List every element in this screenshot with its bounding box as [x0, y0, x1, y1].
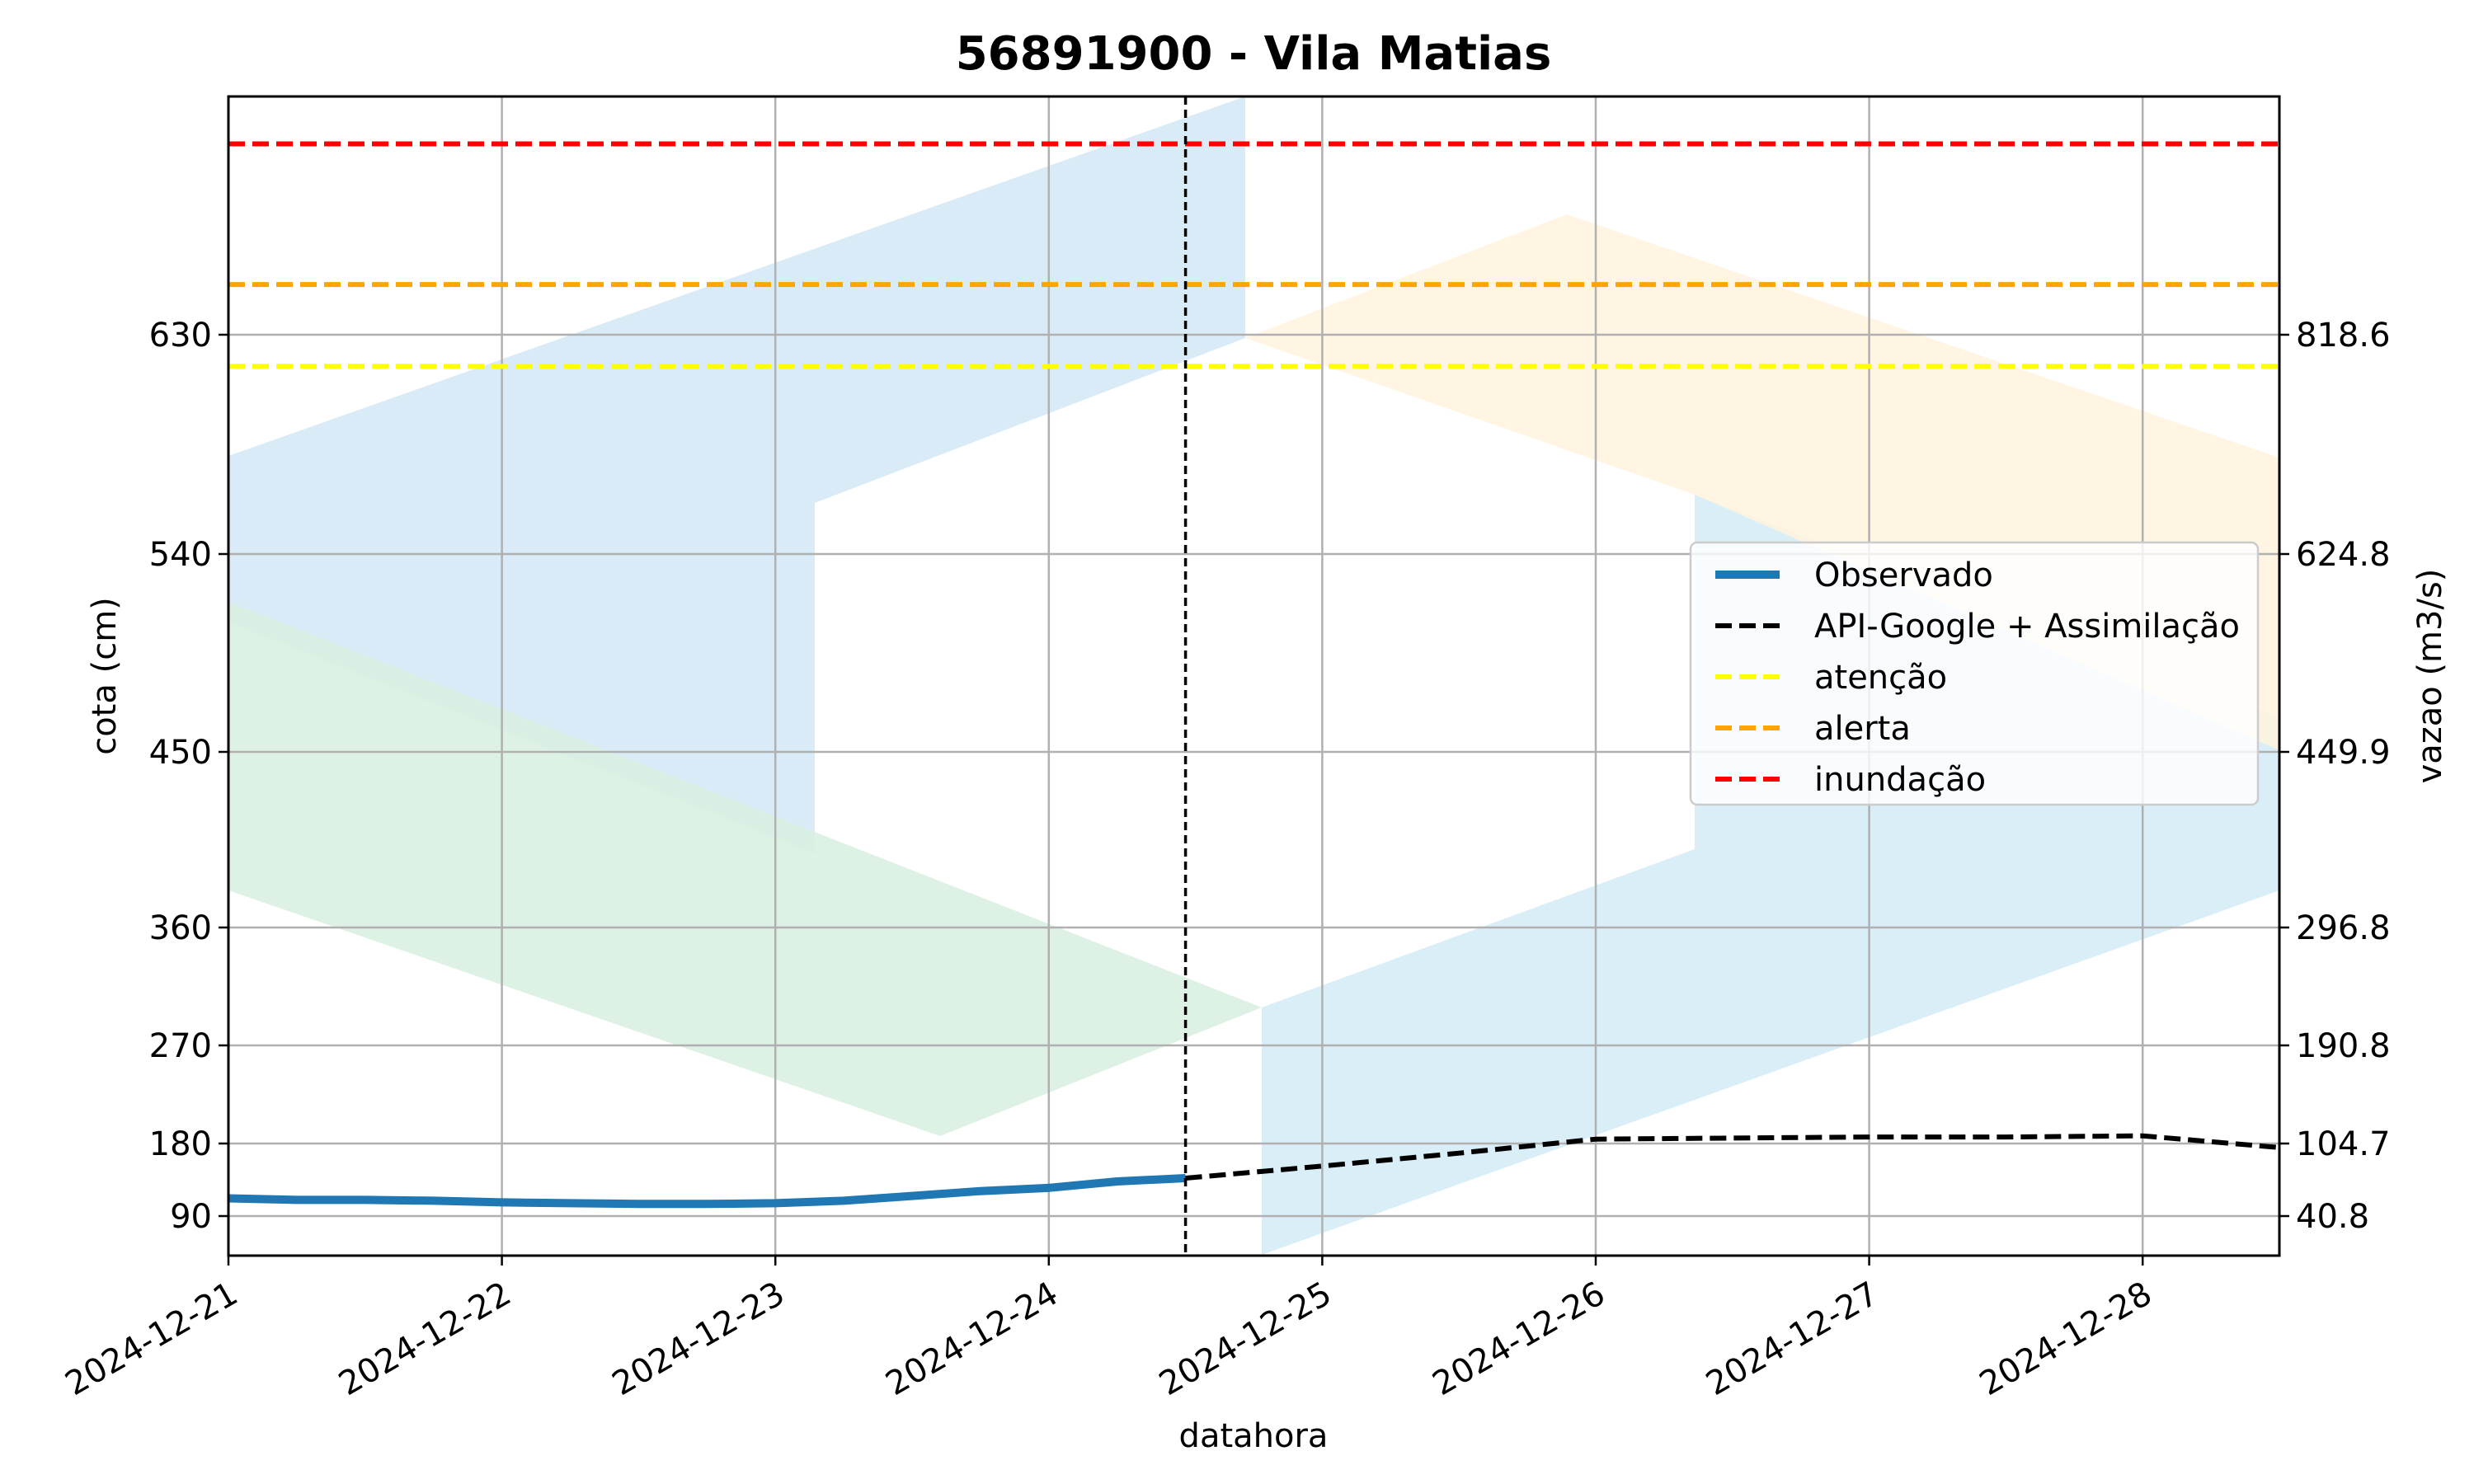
y-right-tick-label: 624.8: [2296, 536, 2391, 574]
legend-label: Observado: [1814, 556, 1993, 594]
legend-label: API-Google + Assimilação: [1814, 608, 2240, 646]
series-line-1: [1185, 1133, 2279, 1181]
y-tick-label: 540: [149, 536, 212, 574]
plot-frame: [227, 95, 2281, 1257]
y-tick-label: 90: [170, 1198, 212, 1236]
y-tick-label: 270: [149, 1027, 212, 1065]
x-tick-label: 2024-12-26: [1427, 1275, 1611, 1403]
legend-label: alerta: [1814, 710, 1911, 748]
y-right-tick-label: 40.8: [2296, 1198, 2369, 1236]
y-tick-label: 360: [149, 909, 212, 947]
y-axis-label: cota (cm): [86, 597, 124, 755]
x-axis-label: datahora: [1179, 1417, 1329, 1455]
series-layer: [228, 141, 2279, 1209]
x-tick-label: 2024-12-27: [1700, 1275, 1884, 1403]
legend: Observado API-Google + Assimilação atenção…: [1689, 541, 2260, 806]
grid-lines: [227, 96, 2279, 1256]
y-right-tick-label: 818.6: [2296, 317, 2391, 355]
y-tick-label: 180: [149, 1125, 212, 1163]
legend-box: [1689, 541, 2260, 806]
y-right-tick-label: 104.7: [2296, 1125, 2391, 1163]
x-tick-label: 2024-12-22: [332, 1275, 517, 1403]
x-tick-label: 2024-12-25: [1153, 1275, 1338, 1403]
y-tick-label: 450: [149, 734, 212, 772]
y-right-tick-label: 190.8: [2296, 1027, 2391, 1065]
x-tick-label: 2024-12-21: [59, 1275, 244, 1403]
x-tick-label: 2024-12-23: [606, 1275, 791, 1403]
y-axis-right-label: vazao (m3/s): [2411, 569, 2449, 784]
y-right-tick-label: 296.8: [2296, 909, 2391, 947]
x-tick-label: 2024-12-24: [879, 1275, 1064, 1403]
y-right-tick-label: 449.9: [2296, 734, 2391, 772]
legend-label: atenção: [1814, 659, 1947, 697]
x-tick-label: 2024-12-28: [1973, 1275, 2158, 1403]
legend-label: inundação: [1814, 761, 1986, 799]
chart-title: 56891900 - Vila Matias: [956, 27, 1552, 81]
series-line-0: [228, 1174, 1186, 1209]
y-tick-label: 630: [149, 317, 212, 355]
